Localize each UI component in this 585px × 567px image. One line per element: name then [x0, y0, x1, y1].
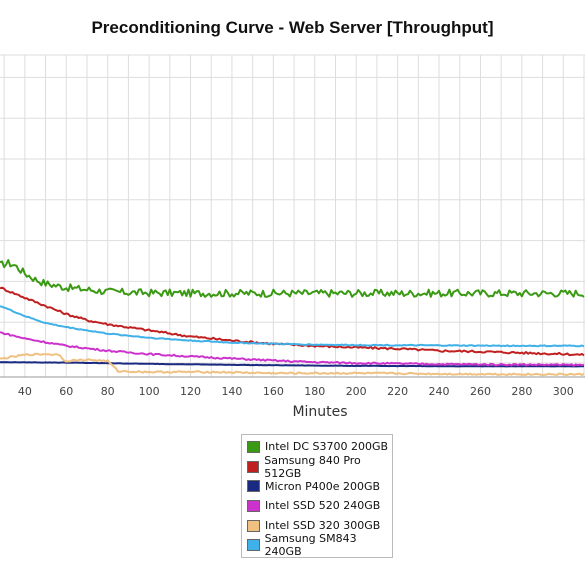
series-line-samsung-sm843-240gb: [0, 305, 585, 348]
x-tick-label: 60: [59, 385, 73, 398]
legend-swatch: [247, 539, 260, 552]
chart-title: Preconditioning Curve - Web Server [Thro…: [91, 18, 494, 37]
legend-swatch: [247, 460, 260, 473]
legend-label: Micron P400e 200GB: [265, 479, 381, 493]
legend-label: Intel DC S3700 200GB: [265, 440, 389, 454]
legend-swatch: [247, 499, 260, 512]
series-line-intel-dc-s3700-200gb: [0, 259, 585, 298]
legend-item: Intel DC S3700 200GB: [242, 437, 392, 457]
legend-item: Intel SSD 320 300GB: [242, 516, 392, 536]
legend-label: Intel SSD 520 240GB: [265, 499, 381, 513]
x-tick-label: 220: [387, 385, 408, 398]
grid-lines: [0, 55, 585, 377]
x-tick-label: 120: [180, 385, 201, 398]
legend-label: Samsung 840 Pro 512GB: [264, 453, 361, 480]
x-tick-label: 280: [511, 385, 532, 398]
legend-label: Samsung SM843 240GB: [264, 532, 357, 559]
x-tick-label: 260: [470, 385, 491, 398]
series-line-micron-p400e-200gb: [0, 361, 585, 368]
x-tick-label: 240: [429, 385, 450, 398]
x-tick-label: 300: [553, 385, 574, 398]
series-line-intel-ssd-520-240gb: [0, 331, 585, 367]
legend-item: Samsung SM843 240GB: [242, 532, 392, 559]
x-axis: 40 60 80 100 120 140 160 180 200 220 240 260 280 300: [0, 54, 585, 398]
x-tick-label: 180: [304, 385, 325, 398]
legend: Intel DC S3700 200GB Samsung 840 Pro 512G…: [241, 434, 393, 558]
series-line-intel-ssd-320-300gb: [0, 352, 585, 376]
legend-item: Intel SSD 520 240GB: [242, 496, 392, 516]
legend-swatch: [247, 480, 260, 493]
series-lines: [0, 259, 585, 376]
x-tick-label: 40: [18, 385, 32, 398]
x-tick-label: 200: [346, 385, 367, 398]
legend-label: Intel SSD 320 300GB: [265, 519, 381, 533]
x-tick-label: 160: [263, 385, 284, 398]
x-tick-label: 100: [139, 385, 160, 398]
x-tick-label: 140: [221, 385, 242, 398]
legend-swatch: [247, 519, 260, 532]
legend-swatch: [247, 440, 260, 453]
legend-item: Samsung 840 Pro 512GB: [242, 453, 392, 480]
x-tick-label: 80: [101, 385, 115, 398]
x-axis-label: Minutes: [292, 404, 348, 420]
legend-item: Micron P400e 200GB: [242, 476, 392, 496]
